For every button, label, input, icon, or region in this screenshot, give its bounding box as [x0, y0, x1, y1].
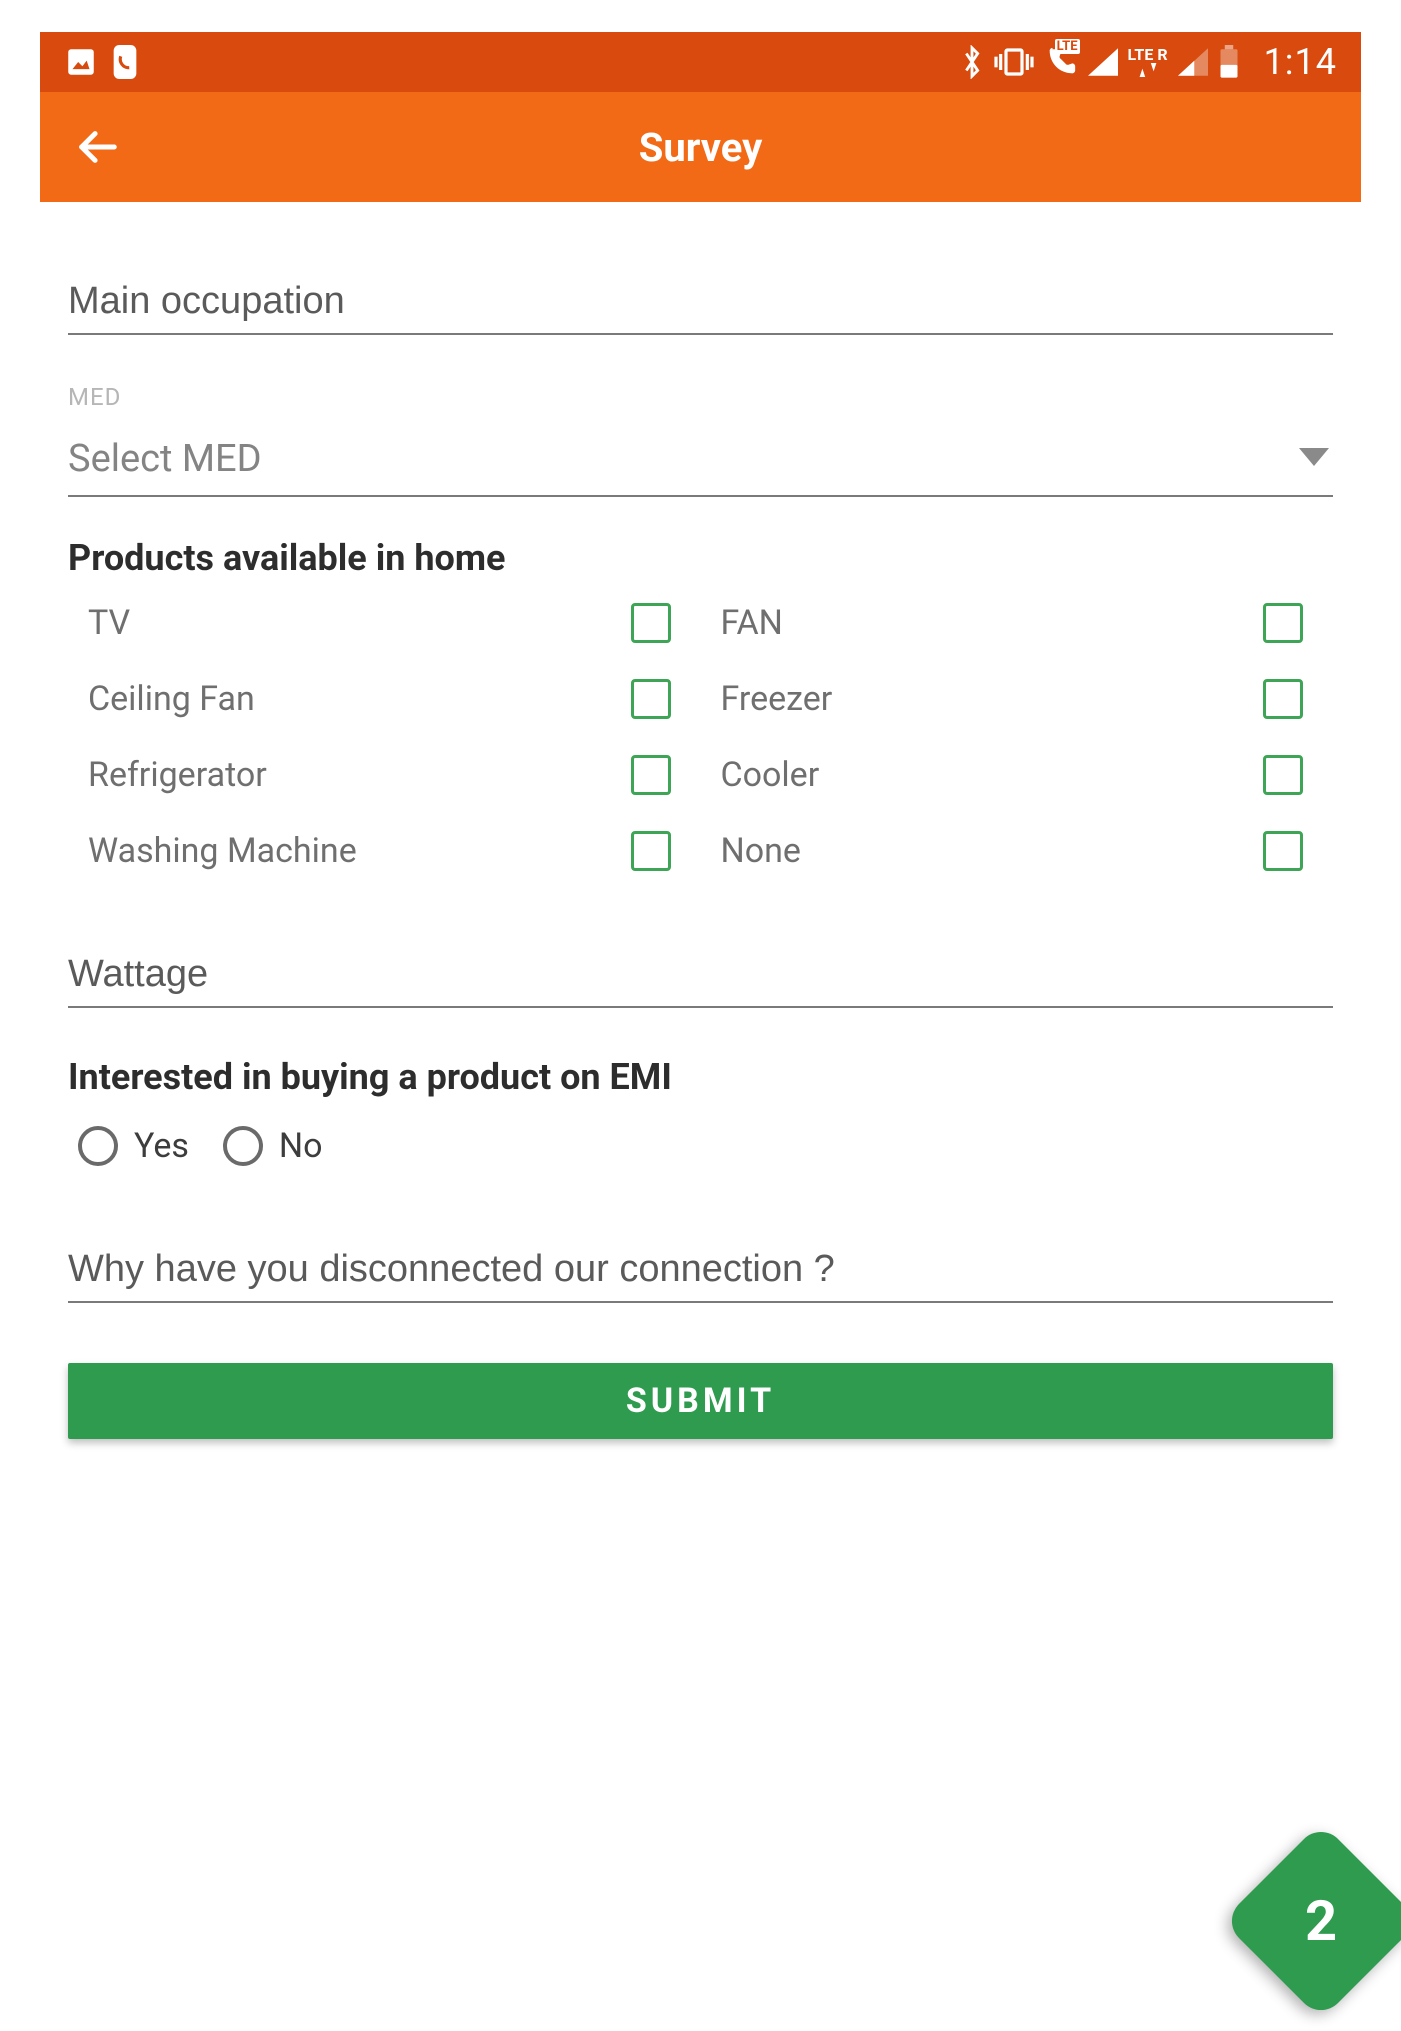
product-washing-machine: Washing Machine: [78, 831, 691, 871]
survey-form: MED Select MED Products available in hom…: [40, 202, 1361, 1439]
checkbox-washing-machine[interactable]: [631, 831, 671, 871]
med-select-placeholder: Select MED: [68, 437, 262, 481]
phone-screen: LTE LTE R 1:14: [40, 32, 1361, 1439]
product-label: TV: [78, 603, 130, 643]
med-select[interactable]: Select MED: [68, 419, 1333, 497]
submit-button[interactable]: SUBMIT: [68, 1363, 1333, 1439]
checkbox-freezer[interactable]: [1263, 679, 1303, 719]
signal-1-icon: [1088, 48, 1118, 76]
checkbox-fan[interactable]: [1263, 603, 1303, 643]
product-label: Washing Machine: [78, 831, 357, 871]
radio-no-label: No: [279, 1126, 323, 1166]
lte-r-badge: LTE R: [1128, 47, 1168, 63]
med-label: MED: [68, 383, 1333, 411]
chevron-down-icon: [1299, 447, 1329, 471]
product-tv: TV: [78, 603, 691, 643]
product-none: None: [711, 831, 1324, 871]
radio-yes[interactable]: [78, 1126, 118, 1166]
product-label: FAN: [711, 603, 783, 643]
back-button[interactable]: [74, 124, 120, 170]
main-occupation-input[interactable]: [68, 262, 1333, 335]
clock: 1:14: [1264, 41, 1337, 83]
status-bar: LTE LTE R 1:14: [40, 32, 1361, 92]
lte-badge-1: LTE: [1055, 39, 1080, 54]
product-label: Cooler: [711, 755, 820, 795]
products-grid: TV FAN Ceiling Fan Freezer Refrigerator: [68, 603, 1333, 871]
checkbox-tv[interactable]: [631, 603, 671, 643]
checkbox-none[interactable]: [1263, 831, 1303, 871]
checkbox-refrigerator[interactable]: [631, 755, 671, 795]
status-right: LTE LTE R 1:14: [960, 41, 1337, 83]
product-label: None: [711, 831, 801, 871]
checkbox-cooler[interactable]: [1263, 755, 1303, 795]
product-cooler: Cooler: [711, 755, 1324, 795]
emi-section-title: Interested in buying a product on EMI: [68, 1056, 1333, 1098]
dnd-icon: [112, 45, 138, 79]
lte-data-icon: LTE R: [1128, 47, 1168, 77]
submit-button-label: SUBMIT: [626, 1381, 775, 1421]
battery-icon: [1218, 45, 1240, 79]
volte-call-icon: LTE: [1044, 45, 1078, 79]
radio-no[interactable]: [223, 1126, 263, 1166]
status-left: [64, 45, 138, 79]
product-freezer: Freezer: [711, 679, 1324, 719]
page-title: Survey: [639, 124, 763, 171]
arrow-left-icon: [74, 124, 120, 170]
bluetooth-icon: [960, 45, 984, 79]
product-fan: FAN: [711, 603, 1324, 643]
checkbox-ceiling-fan[interactable]: [631, 679, 671, 719]
app-bar: Survey: [40, 92, 1361, 202]
products-section-title: Products available in home: [68, 537, 1333, 579]
signal-2-icon: [1178, 48, 1208, 76]
product-refrigerator: Refrigerator: [78, 755, 691, 795]
product-label: Ceiling Fan: [78, 679, 255, 719]
product-ceiling-fan: Ceiling Fan: [78, 679, 691, 719]
device-frame: LTE LTE R 1:14: [0, 0, 1401, 2031]
product-label: Refrigerator: [78, 755, 267, 795]
emi-radio-group: Yes No: [68, 1126, 1333, 1166]
image-icon: [64, 45, 98, 79]
floating-badge[interactable]: 2: [1222, 1822, 1401, 2020]
vibrate-icon: [994, 46, 1034, 78]
disconnect-reason-input[interactable]: [68, 1230, 1333, 1303]
product-label: Freezer: [711, 679, 833, 719]
wattage-input[interactable]: [68, 935, 1333, 1008]
radio-yes-label: Yes: [134, 1126, 189, 1166]
floating-badge-label: 2: [1305, 1888, 1337, 1954]
